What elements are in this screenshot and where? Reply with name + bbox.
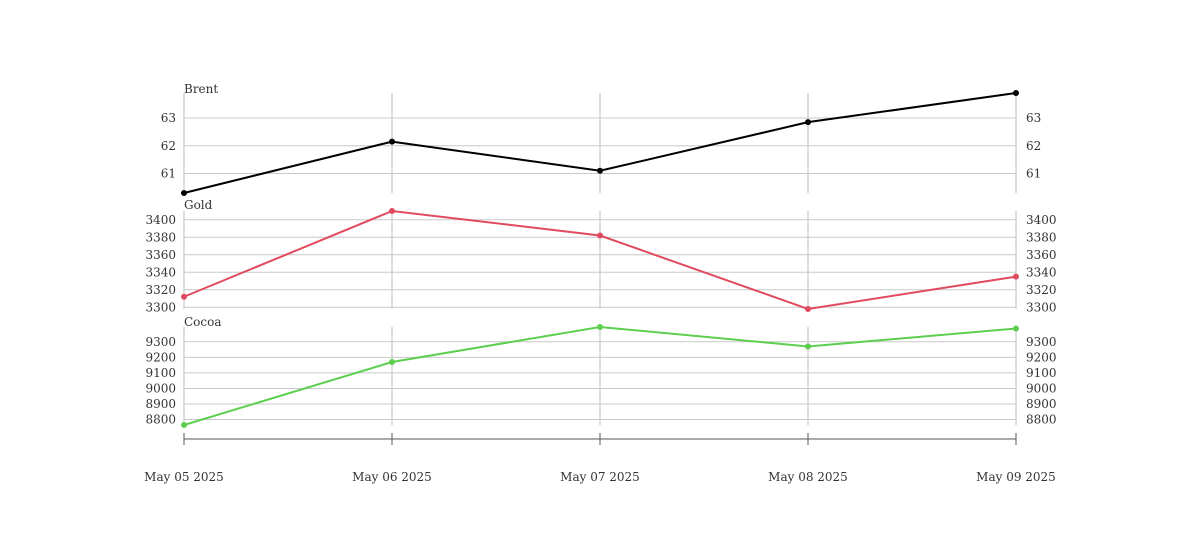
y-tick-label-right: 9000 (1026, 381, 1057, 395)
x-tick-label: May 09 2025 (976, 470, 1056, 484)
data-point (1013, 325, 1019, 332)
y-tick-label-left: 8800 (145, 413, 176, 427)
y-tick-label-left: 61 (161, 167, 176, 181)
y-tick-label-right: 8900 (1026, 397, 1057, 411)
y-tick-label-left: 9300 (145, 335, 176, 349)
x-tick-label: May 07 2025 (560, 470, 640, 484)
y-tick-label-right: 8800 (1026, 413, 1057, 427)
y-tick-label-left: 9100 (145, 366, 176, 380)
x-tick-label: May 08 2025 (768, 470, 848, 484)
y-tick-label-left: 3300 (145, 300, 176, 314)
y-tick-label-right: 3300 (1026, 300, 1057, 314)
data-point (181, 190, 187, 196)
panel-title: Gold (184, 198, 213, 212)
y-tick-label-left: 3400 (145, 213, 176, 227)
y-tick-label-left: 62 (161, 139, 176, 153)
x-tick-label: May 06 2025 (352, 470, 432, 484)
data-point (1013, 273, 1019, 280)
y-tick-label-left: 3380 (145, 230, 176, 244)
data-point (597, 167, 603, 174)
data-point (597, 232, 603, 239)
data-point (389, 208, 395, 214)
y-tick-label-right: 3360 (1026, 248, 1057, 262)
data-point (181, 293, 187, 300)
data-point (597, 324, 603, 330)
data-point (805, 119, 811, 126)
y-tick-label-right: 61 (1026, 167, 1041, 181)
y-tick-label-left: 3360 (145, 248, 176, 262)
data-point (389, 138, 395, 145)
data-point (389, 359, 395, 365)
y-tick-label-right: 9200 (1026, 350, 1057, 364)
data-point (181, 422, 187, 428)
y-tick-label-right: 63 (1026, 111, 1041, 125)
data-point (805, 343, 811, 350)
y-tick-label-right: 3340 (1026, 265, 1057, 279)
y-tick-label-right: 9300 (1026, 335, 1057, 349)
data-point (805, 306, 811, 312)
panel-title: Cocoa (184, 315, 222, 329)
y-tick-label-left: 8900 (145, 397, 176, 411)
y-tick-label-right: 9100 (1026, 366, 1057, 380)
y-tick-label-left: 3320 (145, 283, 176, 297)
data-point (1013, 90, 1019, 96)
y-tick-label-right: 62 (1026, 139, 1041, 153)
y-tick-label-left: 9000 (145, 381, 176, 395)
panel-title: Brent (184, 82, 218, 96)
y-tick-label-right: 3320 (1026, 283, 1057, 297)
y-tick-label-left: 63 (161, 111, 176, 125)
y-tick-label-right: 3400 (1026, 213, 1057, 227)
y-tick-label-right: 3380 (1026, 230, 1057, 244)
y-tick-label-left: 3340 (145, 265, 176, 279)
y-tick-label-left: 9200 (145, 350, 176, 364)
x-tick-label: May 05 2025 (144, 470, 224, 484)
